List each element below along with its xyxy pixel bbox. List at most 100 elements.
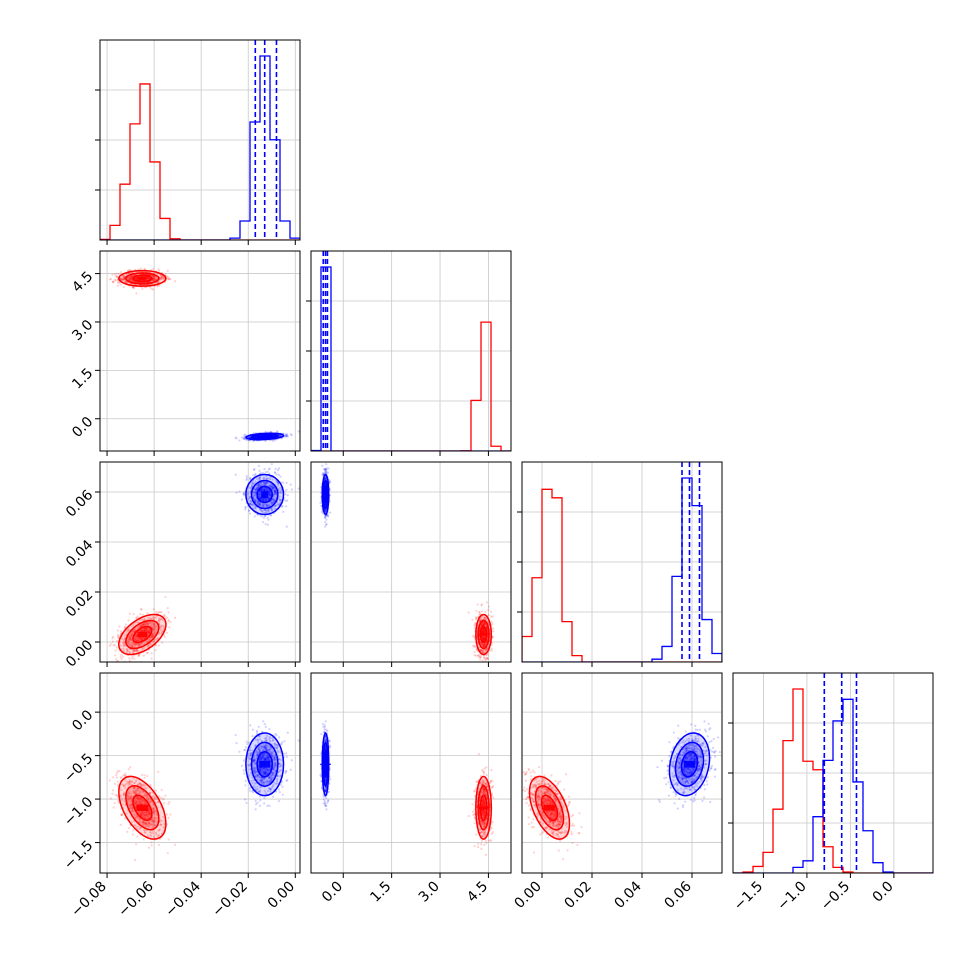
sample-point: [483, 644, 486, 648]
sample-point: [131, 630, 134, 633]
sample-point: [143, 776, 146, 779]
sample-point: [163, 822, 166, 825]
sample-point: [143, 268, 147, 271]
sample-point: [243, 494, 246, 497]
grid-lines: [311, 462, 511, 662]
sample-point: [121, 278, 125, 281]
sample-point: [481, 649, 484, 652]
sample-point: [139, 793, 142, 796]
sample-point: [162, 626, 165, 630]
sample-point: [139, 636, 142, 639]
sample-point: [251, 503, 254, 507]
sample-point: [142, 629, 145, 632]
sample-point: [261, 497, 264, 500]
sample-point: [480, 604, 483, 607]
sample-point: [128, 657, 131, 660]
sample-point: [147, 799, 150, 802]
sample-point: [146, 631, 149, 634]
sample-point: [128, 779, 131, 782]
density-peak: [480, 633, 488, 636]
sample-point: [142, 636, 145, 640]
sample-point: [112, 281, 115, 284]
sample-point: [147, 630, 151, 633]
sample-point: [120, 278, 123, 281]
sample-point: [146, 627, 149, 630]
sample-point: [150, 652, 153, 655]
sample-point: [273, 499, 276, 503]
sample-point: [280, 505, 283, 508]
sample-point: [484, 643, 487, 646]
sample-point: [265, 487, 268, 490]
sample-point: [133, 642, 136, 645]
sample-point: [129, 804, 133, 807]
sample-point: [129, 638, 132, 641]
sample-point: [147, 799, 150, 802]
sample-point: [268, 493, 272, 496]
sample-point: [262, 498, 265, 502]
sample-point: [122, 274, 125, 277]
sample-point: [132, 630, 136, 633]
sample-point: [140, 625, 143, 628]
sample-point: [271, 487, 274, 490]
sample-point: [490, 615, 493, 618]
sample-point: [256, 485, 259, 488]
sample-point: [491, 627, 495, 630]
sample-point: [486, 646, 489, 650]
sample-point: [141, 821, 145, 824]
sample-point: [267, 504, 270, 507]
sample-point: [124, 804, 127, 807]
sample-point: [483, 617, 486, 620]
sample-point: [480, 623, 483, 626]
sample-point: [491, 622, 494, 626]
sample-point: [140, 783, 143, 786]
sample-point: [131, 645, 134, 648]
sample-point: [491, 635, 494, 638]
sample-point: [127, 798, 131, 802]
sample-point: [235, 437, 238, 440]
sample-point: [324, 516, 327, 519]
sample-point: [325, 470, 328, 474]
sample-point: [108, 644, 111, 647]
sample-point: [323, 469, 327, 472]
sample-point: [147, 277, 150, 280]
sample-point: [160, 624, 163, 627]
sample-point: [128, 635, 131, 638]
sample-point: [154, 789, 158, 792]
sample-point: [266, 503, 269, 506]
sample-point: [152, 631, 155, 634]
sample-point: [258, 502, 261, 505]
sample-point: [143, 623, 146, 626]
sample-point: [147, 277, 150, 280]
sample-point: [132, 790, 135, 793]
y-tick-label-1-0: 0.0: [69, 414, 96, 441]
sample-point: [139, 629, 142, 632]
sample-point: [128, 782, 131, 786]
sample-point: [136, 639, 139, 642]
y-tick-label-2-1: 0.02: [63, 587, 96, 620]
sample-point: [482, 627, 485, 630]
sample-point: [132, 650, 135, 653]
sample-point: [157, 617, 161, 620]
sample-point: [481, 651, 485, 654]
sample-point: [141, 623, 144, 626]
sample-point: [244, 433, 247, 436]
sample-point: [158, 610, 162, 614]
sample-point: [492, 630, 495, 633]
sample-point: [158, 618, 162, 621]
sample-point: [133, 790, 136, 793]
sample-point: [130, 634, 133, 637]
sample-point: [263, 502, 266, 506]
sample-point: [136, 787, 139, 790]
sample-point: [276, 501, 279, 504]
sample-point: [248, 509, 251, 512]
sample-point: [159, 823, 162, 826]
sample-point: [146, 276, 149, 279]
sample-point: [147, 811, 150, 815]
sample-point: [149, 286, 152, 289]
sample-point: [258, 478, 261, 481]
sample-point: [483, 636, 486, 639]
scatter-panel-1-0: 0.01.53.04.5: [69, 250, 301, 456]
sample-point: [123, 276, 126, 279]
sample-point: [482, 638, 485, 641]
sample-point: [482, 622, 485, 625]
